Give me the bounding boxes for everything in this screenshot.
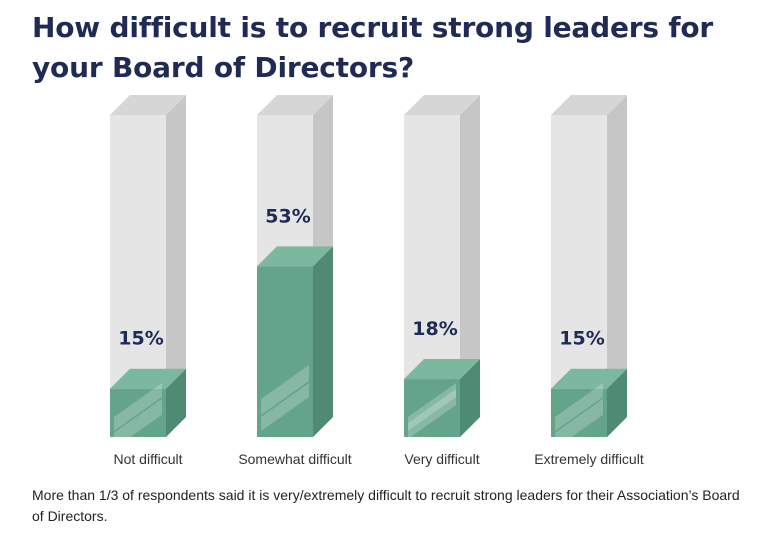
bar-highlight (408, 383, 456, 431)
bar-track-top (257, 95, 333, 115)
bar (404, 379, 460, 437)
data-label: 18% (412, 318, 457, 340)
data-label: 53% (265, 205, 310, 227)
bar (110, 388, 166, 437)
bar-side (313, 246, 333, 437)
bar-top (404, 359, 480, 380)
bar-side (166, 368, 186, 437)
bar-side (607, 368, 627, 437)
bar-track-side (607, 95, 627, 437)
data-label: 15% (118, 328, 163, 350)
category-label: Not difficult (114, 451, 183, 467)
bar-track-side (460, 95, 480, 437)
bar-highlight (408, 389, 456, 440)
bar-highlight (555, 383, 603, 431)
bar-track-top (110, 95, 186, 115)
bar-highlight (114, 398, 162, 449)
bar-highlight (261, 383, 309, 431)
bar-top (257, 246, 333, 267)
category-label: Very difficult (404, 451, 479, 467)
bar-side (460, 359, 480, 437)
bar-highlight (261, 365, 309, 415)
bar-group: 18% Very difficult (404, 95, 480, 467)
bar-group: 53% Somewhat difficult (238, 95, 352, 467)
category-label: Extremely difficult (534, 451, 644, 467)
bar-top (551, 368, 627, 389)
bar-track-top (404, 95, 480, 115)
bar-track-side (166, 95, 186, 437)
bar-group: 15% Extremely difficult (534, 95, 644, 467)
chart-title: How difficult is to recruit strong leade… (32, 11, 713, 84)
bar-chart: 15% Not difficult 53% Somewhat difficult 18%… (110, 95, 644, 467)
footnote: More than 1/3 of respondents said it is … (32, 487, 740, 524)
bar-top (110, 368, 186, 389)
bar-track-top (551, 95, 627, 115)
data-label: 15% (559, 328, 604, 350)
bar (257, 266, 313, 437)
bar-group: 15% Not difficult (110, 95, 186, 467)
category-label: Somewhat difficult (238, 451, 351, 467)
bar-highlight (114, 383, 162, 431)
bar (551, 388, 607, 437)
bar-highlight (555, 398, 603, 449)
